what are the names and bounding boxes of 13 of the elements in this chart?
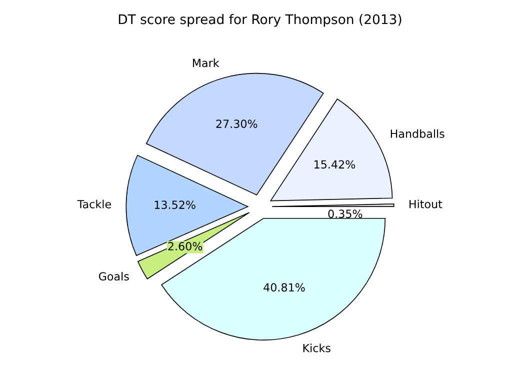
slice-label: Hitout [410, 200, 442, 208]
data-label: 2.60% [168, 242, 202, 250]
slice-label: Mark [192, 58, 220, 68]
data-label: 0.35% [328, 210, 362, 218]
data-label: 13.52% [154, 200, 196, 210]
data-label: 15.42% [314, 160, 356, 169]
data-label: 40.81% [264, 283, 305, 292]
slice-label: Kicks [303, 344, 330, 352]
chart-title: DT score spread for Rory Thompson (2013) [118, 14, 402, 27]
slice-label: Goals [98, 272, 129, 281]
slice-label: Tackle [77, 200, 111, 208]
data-label: 27.30% [216, 120, 258, 128]
slice-label: Handballs [390, 129, 444, 138]
